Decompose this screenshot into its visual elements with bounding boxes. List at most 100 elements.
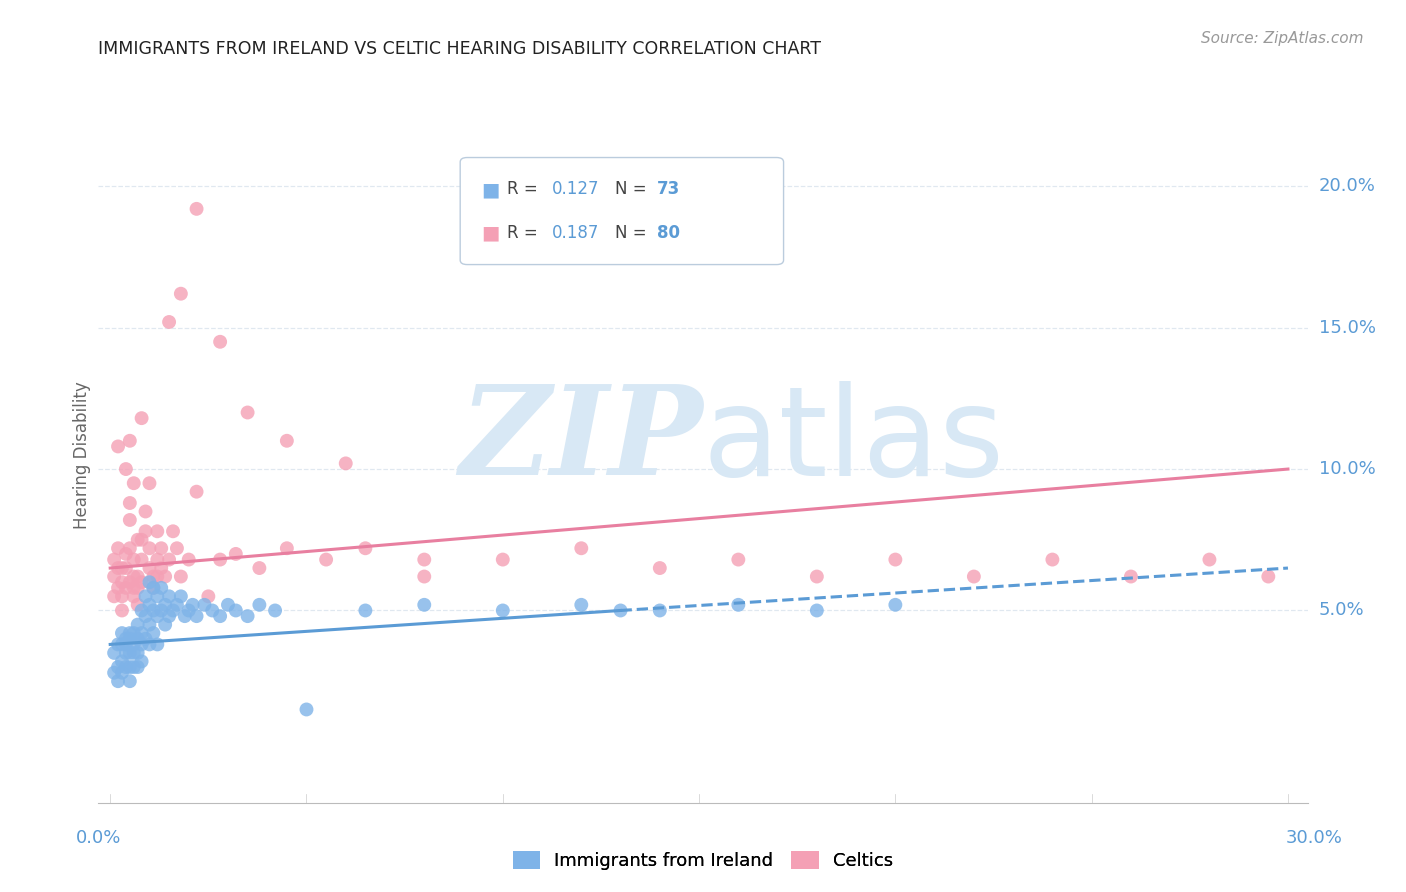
Text: ZIP: ZIP [460, 380, 703, 502]
Point [122, 660, 145, 674]
Point [225, 603, 247, 617]
Point [135, 524, 157, 539]
Text: 0.127: 0.127 [551, 180, 599, 198]
Point [150, 581, 173, 595]
Point [142, 581, 165, 595]
Point [118, 541, 141, 556]
Point [648, 561, 671, 575]
Point [111, 665, 134, 680]
Point [157, 552, 180, 566]
Point [264, 603, 287, 617]
Point [135, 632, 157, 646]
Point [142, 569, 165, 583]
Point [157, 609, 180, 624]
Point [146, 524, 169, 539]
Point [727, 598, 749, 612]
Text: 15.0%: 15.0% [1319, 318, 1375, 336]
Y-axis label: Hearing Disability: Hearing Disability [73, 381, 91, 529]
Point [127, 569, 149, 583]
Point [276, 541, 298, 556]
Point [138, 575, 160, 590]
Point [197, 590, 219, 604]
Point [115, 660, 138, 674]
Point [138, 637, 160, 651]
Text: 0.0%: 0.0% [76, 829, 121, 847]
Point [806, 603, 828, 617]
Point [413, 598, 436, 612]
Point [118, 626, 141, 640]
Point [236, 609, 259, 624]
Point [153, 598, 176, 612]
Point [142, 581, 165, 595]
Point [150, 541, 173, 556]
Point [354, 541, 377, 556]
Text: atlas: atlas [703, 381, 1005, 501]
Point [142, 626, 165, 640]
Point [153, 569, 176, 583]
Point [138, 541, 160, 556]
Point [107, 674, 129, 689]
Point [115, 646, 138, 660]
Point [111, 575, 134, 590]
Text: IMMIGRANTS FROM IRELAND VS CELTIC HEARING DISABILITY CORRELATION CHART: IMMIGRANTS FROM IRELAND VS CELTIC HEARIN… [98, 40, 821, 58]
Point [122, 476, 145, 491]
Point [131, 575, 153, 590]
Point [111, 603, 134, 617]
Point [115, 547, 138, 561]
Point [122, 637, 145, 651]
Point [111, 561, 134, 575]
Point [209, 552, 232, 566]
Point [118, 674, 141, 689]
Point [107, 439, 129, 453]
Point [963, 569, 986, 583]
Point [166, 541, 188, 556]
Point [115, 581, 138, 595]
Text: ■: ■ [481, 223, 499, 242]
Point [131, 626, 153, 640]
Text: 80: 80 [657, 224, 681, 242]
Point [157, 315, 180, 329]
Point [236, 405, 259, 419]
Point [135, 590, 157, 604]
Point [107, 637, 129, 651]
Point [118, 434, 141, 448]
Point [103, 646, 125, 660]
Point [135, 504, 157, 518]
Text: N =: N = [614, 224, 652, 242]
Point [157, 590, 180, 604]
Point [127, 581, 149, 595]
Point [492, 603, 515, 617]
Point [138, 617, 160, 632]
Point [131, 603, 153, 617]
Point [115, 637, 138, 651]
Point [354, 603, 377, 617]
Point [118, 513, 141, 527]
Point [276, 434, 298, 448]
Point [217, 598, 239, 612]
Point [127, 598, 149, 612]
Point [142, 603, 165, 617]
Point [247, 561, 270, 575]
Point [107, 561, 129, 575]
Point [492, 552, 515, 566]
Point [150, 561, 173, 575]
Point [1257, 569, 1279, 583]
Point [103, 552, 125, 566]
Point [201, 603, 224, 617]
Point [150, 603, 173, 617]
Point [209, 334, 232, 349]
Point [103, 665, 125, 680]
Point [107, 660, 129, 674]
Point [884, 552, 907, 566]
Point [181, 598, 204, 612]
Point [118, 496, 141, 510]
Text: 10.0%: 10.0% [1319, 460, 1375, 478]
Point [127, 646, 149, 660]
Point [162, 603, 184, 617]
Point [103, 590, 125, 604]
Point [107, 541, 129, 556]
Point [135, 609, 157, 624]
Point [1119, 569, 1142, 583]
Point [153, 617, 176, 632]
Point [115, 462, 138, 476]
